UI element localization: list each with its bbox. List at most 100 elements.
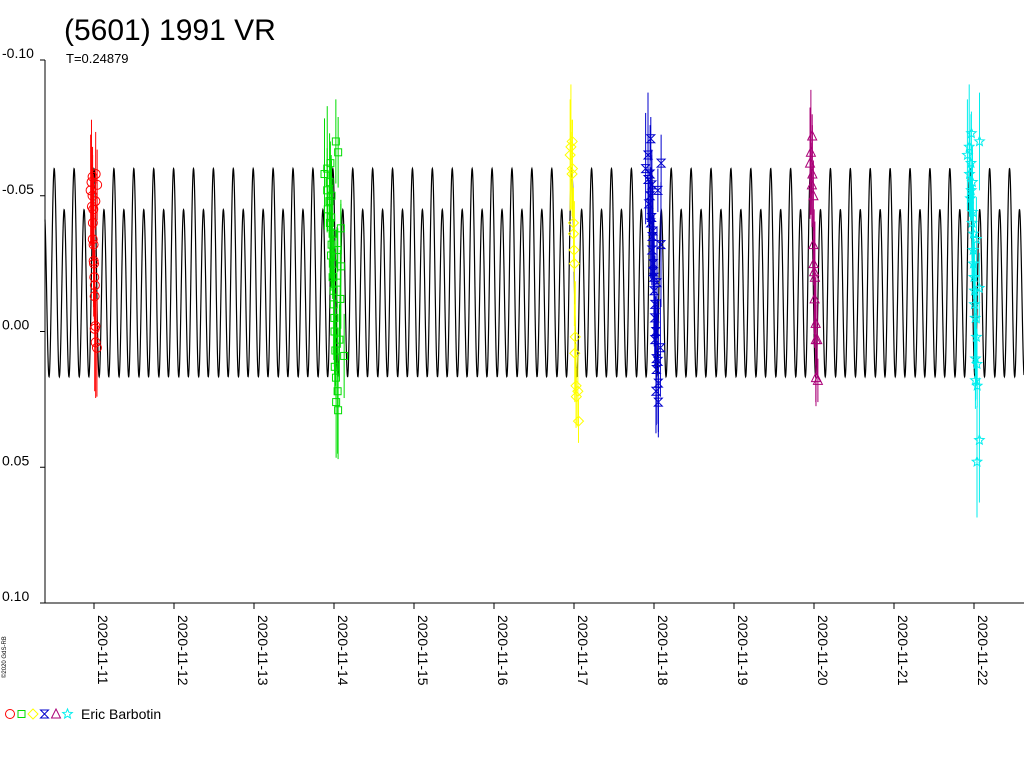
data-point	[970, 232, 983, 245]
data-point	[89, 323, 100, 334]
data-point	[327, 251, 336, 260]
data-point	[655, 158, 667, 168]
legend-marker-square	[17, 710, 26, 718]
data-point	[642, 150, 654, 160]
x-tick-label: 2020-11-15	[415, 615, 431, 686]
data-point	[331, 346, 340, 355]
y-tick-label: -0.05	[2, 181, 34, 197]
data-point	[327, 240, 336, 249]
series-group	[320, 99, 349, 460]
x-tick-label: 2020-11-12	[175, 615, 191, 686]
data-point	[968, 298, 981, 310]
data-point	[971, 379, 984, 391]
data-point	[336, 294, 345, 303]
x-tick-label: 2020-11-19	[735, 615, 751, 686]
x-tick-label: 2020-11-20	[815, 615, 831, 686]
x-tick-label: 2020-11-21	[895, 615, 911, 686]
data-point	[87, 234, 98, 245]
data-point	[965, 183, 978, 196]
series-group	[804, 89, 824, 407]
data-point	[965, 216, 979, 228]
series-group	[640, 92, 667, 438]
legend-markers	[5, 707, 74, 720]
chart-title: (5601) 1991 VR	[64, 14, 276, 47]
x-ticks: 2020-11-11 2020-11-12 2020-11-13 2020-11-14…	[93, 603, 991, 686]
x-tick-label: 2020-11-18	[655, 615, 671, 686]
x-tick-label: 2020-11-11	[95, 615, 111, 685]
chart-subtitle: T=0.24879	[66, 51, 129, 66]
data-point	[651, 365, 662, 375]
data-point	[92, 179, 103, 190]
y-tick-label: 0.00	[2, 317, 29, 333]
x-tick-label: 2020-11-16	[495, 615, 511, 686]
data-point	[334, 148, 343, 157]
data-point	[568, 257, 581, 270]
observation-points-layer	[85, 84, 986, 518]
data-point	[90, 337, 101, 348]
credit-text: ©2020 GdS-RB	[1, 636, 8, 678]
data-point	[805, 146, 817, 157]
data-point	[973, 135, 986, 147]
data-point	[572, 385, 584, 397]
data-point	[570, 390, 583, 403]
legend-observer-name: Eric Barbotin	[81, 706, 161, 722]
data-point	[564, 149, 576, 161]
data-point	[964, 192, 977, 204]
data-point	[655, 343, 666, 353]
data-point	[806, 178, 818, 190]
model-lightcurve	[44, 166, 1024, 379]
data-point	[566, 168, 578, 180]
data-point	[973, 433, 986, 446]
legend-marker-hourglass	[39, 709, 50, 719]
data-point	[652, 185, 664, 195]
data-point	[808, 189, 819, 201]
data-point	[967, 257, 980, 269]
y-tick-label: 0.05	[2, 452, 29, 468]
model-curve-layer	[44, 166, 1024, 379]
data-point	[970, 330, 983, 343]
data-point	[569, 331, 581, 343]
data-point	[340, 351, 349, 360]
data-point	[970, 455, 984, 468]
data-point	[973, 281, 986, 294]
data-point	[569, 347, 581, 359]
data-point	[963, 167, 976, 180]
y-ticks: -0.10 -0.05 0.00 0.05 0.10	[2, 45, 45, 604]
x-tick-label: 2020-11-13	[255, 615, 271, 686]
data-point	[643, 199, 654, 209]
data-point	[90, 196, 101, 207]
data-point	[332, 398, 341, 407]
y-tick-label: 0.10	[2, 588, 29, 604]
legend-marker-triangle	[50, 707, 62, 719]
x-tick-label: 2020-11-22	[975, 615, 991, 686]
data-point	[645, 134, 657, 144]
series-group	[564, 84, 585, 443]
data-point	[572, 415, 585, 427]
legend-marker-diamond	[27, 708, 39, 720]
data-point	[323, 186, 332, 195]
x-tick-label: 2020-11-17	[575, 615, 591, 686]
data-point	[810, 333, 822, 345]
x-tick-label: 2020-11-14	[335, 615, 351, 686]
data-point	[567, 228, 580, 240]
series-group	[961, 84, 986, 518]
legend-marker-circle	[5, 709, 15, 719]
y-tick-label: -0.10	[2, 45, 34, 61]
legend-marker-star	[61, 707, 74, 720]
data-point	[334, 406, 343, 415]
data-point	[320, 170, 329, 179]
data-point	[651, 278, 663, 288]
data-point	[650, 386, 662, 396]
data-point	[86, 201, 97, 212]
legend: Eric Barbotin	[5, 706, 161, 722]
data-point	[653, 397, 664, 407]
data-point	[331, 137, 340, 146]
data-point	[91, 342, 102, 353]
data-point	[328, 273, 337, 282]
data-point	[809, 292, 820, 304]
data-point	[325, 218, 334, 227]
data-point	[565, 141, 577, 153]
series-group	[85, 119, 103, 399]
data-point	[335, 335, 344, 344]
